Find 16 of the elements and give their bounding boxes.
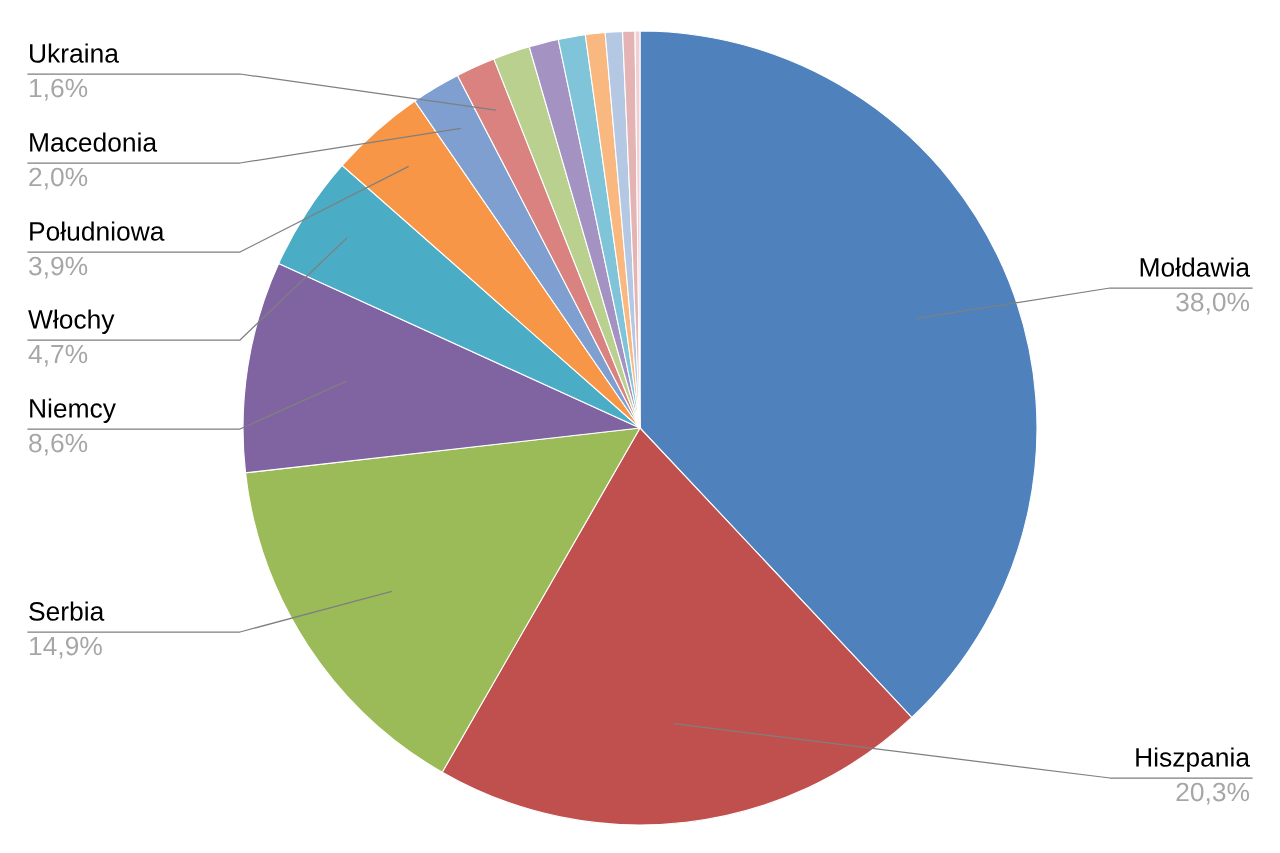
slice-label: Ukraina xyxy=(30,43,119,63)
data-label: 14,9% xyxy=(30,636,102,659)
data-label: 20,3% xyxy=(1176,782,1250,805)
data-label: 1,6% xyxy=(30,78,88,101)
data-label: 3,9% xyxy=(29,256,88,279)
slice-label: Włochy xyxy=(28,309,115,334)
slice-label: Serbia xyxy=(29,601,105,621)
data-label: 2,0% xyxy=(29,167,88,190)
data-label: 38,0% xyxy=(1176,292,1250,315)
slice-label: Hiszpania xyxy=(1136,747,1250,772)
slice-label: Niemcy xyxy=(30,398,116,423)
data-label: 8,6% xyxy=(29,433,88,456)
slice-label: Mołdawia xyxy=(1140,257,1250,277)
data-label: 4,7% xyxy=(28,344,88,367)
slice-label: Południowa xyxy=(30,221,165,241)
slice-label: Macedonia xyxy=(30,132,158,152)
